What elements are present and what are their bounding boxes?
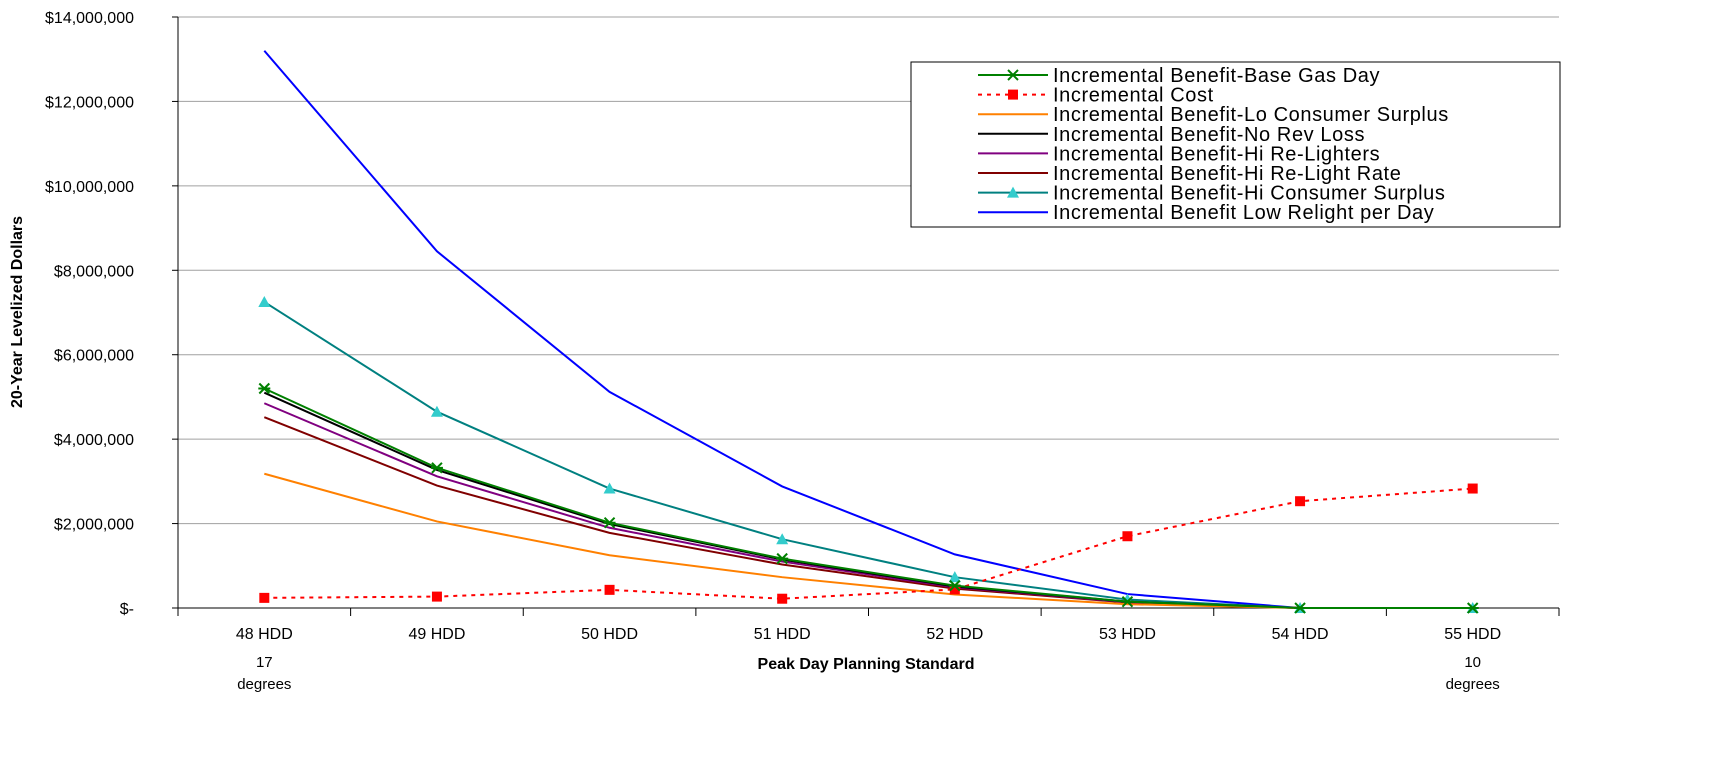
legend-box (910, 61, 1561, 228)
series-line (263, 301, 1473, 609)
x-tick-label: 52 HDD (926, 626, 983, 643)
legend-item: Incremental Benefit-Base Gas Day (978, 65, 1380, 87)
series-line (263, 416, 1473, 609)
legend-label: Incremental Benefit-Hi Consumer Surplus (1053, 183, 1445, 205)
data-point (948, 571, 961, 583)
labels: $- $2,000,000 $4,000,000 $6,000,000 $8,000,0… (9, 10, 1501, 693)
y-tick-label: $14,000,000 (45, 10, 134, 27)
y-tick-label: $12,000,000 (45, 94, 134, 111)
y-tick-label: $6,000,000 (54, 348, 134, 365)
series-line (263, 387, 1473, 609)
data-point (1122, 531, 1133, 542)
y-tick-label: $2,000,000 (54, 517, 134, 534)
y-tick-label: $4,000,000 (54, 432, 134, 449)
x-tick-label: 53 HDD (1099, 626, 1156, 643)
data-point (1466, 602, 1479, 614)
legend-label: Incremental Benefit-Lo Consumer Surplus (1053, 104, 1449, 126)
y-axis-title: 20-Year Levelized Dollars (9, 216, 26, 408)
legend-label: Incremental Benefit-No Rev Loss (1053, 124, 1365, 146)
data-point (258, 295, 271, 307)
x-tick-label: 54 HDD (1272, 626, 1329, 643)
legend-item: Incremental Benefit-Lo Consumer Surplus (978, 104, 1449, 126)
x-tick-label: 55 HDD (1444, 626, 1501, 643)
x-axis-title: Peak Day Planning Standard (758, 656, 975, 673)
data-point (604, 584, 615, 595)
data-point (258, 382, 271, 395)
data-point (1467, 483, 1478, 494)
legend-item: Incremental Benefit-No Rev Loss (978, 124, 1365, 146)
x-tick-label: 50 HDD (581, 626, 638, 643)
series-0 (258, 382, 1479, 614)
series-1 (259, 483, 1478, 604)
legend-item: Incremental Benefit-Hi Re-Lighters (978, 143, 1380, 165)
series-6 (258, 295, 1479, 613)
data-point (1121, 595, 1134, 608)
data-point (776, 533, 789, 545)
legend-marker (1007, 69, 1019, 81)
legend-item: Incremental Cost (978, 85, 1214, 107)
y-tick-label: $8,000,000 (54, 263, 134, 280)
data-point (603, 482, 616, 494)
legend-item: Incremental Benefit Low Relight per Day (978, 202, 1434, 224)
legend-item: Incremental Benefit-Hi Consumer Surplus (978, 183, 1445, 205)
data-point (431, 591, 442, 602)
series-2 (264, 472, 1473, 609)
legend-marker (1008, 89, 1018, 100)
data-point (1295, 496, 1306, 507)
series-layer (258, 50, 1479, 614)
annotation-line1: 10 (1464, 654, 1481, 671)
data-point (259, 592, 270, 603)
annotation-line1: 17 (256, 654, 273, 671)
data-point (1294, 602, 1307, 614)
series-5 (263, 416, 1473, 609)
data-point (777, 593, 788, 604)
annotation-line2: degrees (1446, 676, 1500, 693)
annotation-line2: degrees (237, 676, 291, 693)
legend-item: Incremental Benefit-Hi Re-Light Rate (978, 163, 1401, 185)
legend-label: Incremental Benefit-Hi Re-Lighters (1053, 143, 1380, 165)
data-point (603, 517, 616, 529)
x-tick-label: 51 HDD (754, 626, 811, 643)
y-tick-label: $- (120, 601, 134, 618)
legend: Incremental Benefit-Base Gas DayIncremen… (910, 61, 1561, 228)
data-point (948, 579, 961, 592)
y-tick-label: $10,000,000 (45, 179, 134, 196)
data-point (949, 584, 960, 595)
x-tick-label: 49 HDD (408, 626, 465, 643)
legend-label: Incremental Benefit-Hi Re-Light Rate (1053, 163, 1401, 185)
legend-label: Incremental Benefit-Base Gas Day (1053, 65, 1380, 87)
series-line (264, 472, 1473, 609)
data-point (430, 405, 443, 417)
data-point (430, 462, 443, 474)
legend-label: Incremental Benefit Low Relight per Day (1053, 202, 1434, 224)
grid-lines (178, 16, 1559, 525)
legend-label: Incremental Cost (1053, 85, 1214, 107)
data-point (776, 552, 789, 565)
series-line (264, 487, 1473, 600)
legend-marker (1007, 186, 1019, 198)
x-tick-label: 48 HDD (236, 626, 293, 643)
